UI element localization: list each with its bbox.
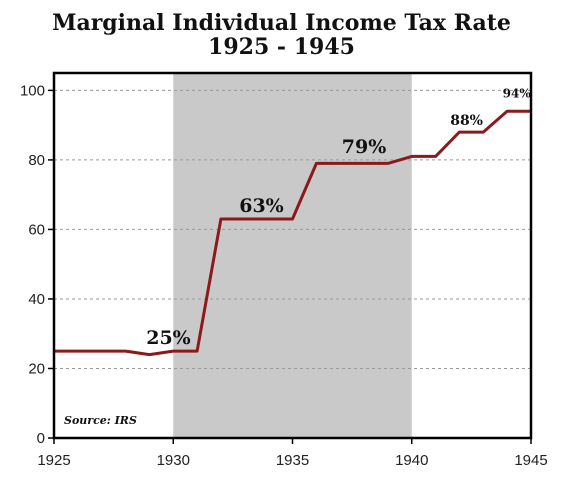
y-tick-label-20: 20 bbox=[28, 360, 45, 377]
chart-title: Marginal Individual Income Tax Rate bbox=[52, 10, 511, 36]
y-tick-label-40: 40 bbox=[28, 291, 45, 308]
y-tick-label-0: 0 bbox=[37, 430, 45, 447]
x-tick-label-1930: 1930 bbox=[157, 452, 190, 469]
chart-subtitle: 1925 - 1945 bbox=[208, 34, 355, 60]
annotation-label-3: 88% bbox=[450, 113, 483, 129]
source-label: Source: IRS bbox=[64, 414, 137, 427]
x-tick-label-1940: 1940 bbox=[395, 452, 428, 469]
x-tick-label-1945: 1945 bbox=[514, 452, 547, 469]
x-tick-label-1925: 1925 bbox=[37, 452, 70, 469]
y-tick-label-100: 100 bbox=[20, 82, 45, 99]
y-tick-label-60: 60 bbox=[28, 221, 45, 238]
annotation-label-2: 79% bbox=[342, 136, 387, 158]
annotation-label-0: 25% bbox=[146, 327, 191, 349]
annotation-label-4: 94% bbox=[503, 86, 532, 100]
annotation-label-1: 63% bbox=[239, 195, 284, 217]
x-tick-label-1935: 1935 bbox=[276, 452, 309, 469]
shaded-period bbox=[173, 73, 412, 438]
y-tick-label-80: 80 bbox=[28, 152, 45, 169]
series-line-0 bbox=[54, 109, 531, 357]
